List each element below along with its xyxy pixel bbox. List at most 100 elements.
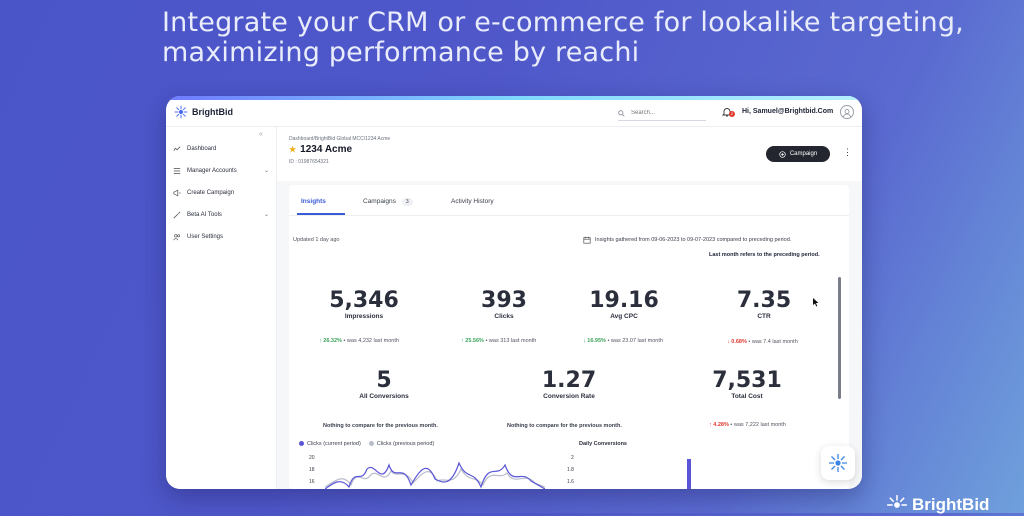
- metric-avg-cpc: 19.16 Avg CPC: [574, 288, 674, 321]
- delta-period: last month: [637, 338, 663, 344]
- tab-activity-history[interactable]: Activity History: [451, 198, 494, 205]
- sidebar-item-user-settings[interactable]: User Settings: [173, 230, 269, 244]
- search-box[interactable]: [618, 106, 706, 121]
- plus-circle-icon: [779, 150, 786, 158]
- delta-period: last month: [772, 339, 798, 345]
- delta-percent: 0.68%: [731, 339, 747, 345]
- metric-value: 5: [376, 368, 392, 393]
- chart-icon: [173, 146, 181, 151]
- updated-text: Updated 1 day ago: [293, 237, 340, 243]
- metric-label: Conversion Rate: [543, 393, 595, 400]
- avatar[interactable]: [840, 105, 854, 119]
- y-tick: 20: [309, 455, 315, 461]
- campaign-button-label: Campaign: [789, 151, 818, 157]
- search-icon: [618, 109, 625, 117]
- delta-percent: 26.32%: [323, 338, 342, 344]
- sidebar: « Dashboard Manager Accounts ⌄ Create Ca…: [166, 127, 277, 489]
- conversion-bar: [687, 459, 691, 489]
- y-tick: 1.8: [567, 467, 574, 473]
- tab-insights[interactable]: Insights: [301, 198, 326, 205]
- y-tick: 16: [309, 479, 315, 485]
- metric-impressions: 5,346 Impressions: [309, 288, 419, 321]
- breadcrumb[interactable]: Dashboard/BrightBid Global MCC/1234 Acme: [289, 136, 391, 142]
- top-bar: BrightBid 2 Hi, Samuel@Brightbid.Com: [166, 100, 862, 127]
- user-greeting[interactable]: Hi, Samuel@Brightbid.Com: [742, 108, 834, 115]
- scrollbar[interactable]: [838, 277, 841, 399]
- metric-value: 7.35: [736, 288, 792, 313]
- sidebar-item-label: User Settings: [187, 234, 224, 240]
- legend-label: Clicks (current period): [307, 441, 361, 447]
- delta-was: • was 7,222: [730, 422, 759, 428]
- brand-logo[interactable]: BrightBid: [174, 105, 233, 119]
- metric-label: Avg CPC: [610, 313, 638, 320]
- brand-name: BrightBid: [192, 107, 233, 117]
- tab-campaigns[interactable]: Campaigns 3: [363, 198, 413, 206]
- add-campaign-button[interactable]: Campaign: [766, 146, 830, 162]
- metric-value: 7,531: [712, 368, 782, 393]
- more-options-icon[interactable]: ⋮: [843, 147, 852, 157]
- campaign-count-badge: 3: [401, 198, 413, 206]
- y-tick: 2: [571, 455, 574, 461]
- legend-label: Clicks (previous period): [376, 441, 435, 447]
- no-compare-note: Nothing to compare for the previous mont…: [507, 423, 622, 429]
- delta-period: last month: [510, 338, 537, 344]
- legend-dot: [299, 441, 304, 447]
- insights-panel: Insights Campaigns 3 Activity History Upd…: [289, 185, 849, 489]
- footer-brand: BrightBid: [886, 494, 989, 516]
- active-tab-indicator: [297, 213, 345, 215]
- delta-period: last month: [760, 422, 786, 428]
- clicks-line-chart: [325, 461, 545, 489]
- sidebar-item-create-campaign[interactable]: Create Campaign: [173, 186, 269, 200]
- metric-clicks: 393 Clicks: [454, 288, 554, 321]
- star-icon[interactable]: ★: [289, 145, 297, 154]
- footer-brand-name: BrightBid: [912, 495, 990, 514]
- metric-value: 1.27: [541, 368, 597, 393]
- sidebar-item-beta-ai-tools[interactable]: Beta AI Tools ⌄: [173, 208, 269, 222]
- metric-label: Total Cost: [731, 393, 763, 400]
- tab-bar: Insights Campaigns 3 Activity History: [289, 185, 849, 216]
- collapse-sidebar-icon[interactable]: «: [259, 131, 263, 138]
- arrow-up-icon: ↑: [709, 422, 712, 428]
- sidebar-item-label: Beta AI Tools: [187, 212, 222, 218]
- legend-item-previous[interactable]: Clicks (previous period): [368, 441, 435, 447]
- sidebar-item-dashboard[interactable]: Dashboard: [173, 142, 269, 156]
- user-icon: [843, 109, 851, 118]
- sidebar-item-manager-accounts[interactable]: Manager Accounts ⌄: [173, 164, 269, 178]
- metric-delta: ↓ 0.68% • was 7.4 last month: [727, 339, 798, 345]
- brightbid-logo-icon: [174, 105, 188, 119]
- delta-percent: 16.95%: [587, 338, 606, 344]
- arrow-down-icon: ↓: [583, 338, 586, 344]
- notification-badge: 2: [729, 111, 735, 117]
- main-area: Dashboard/BrightBid Global MCC/1234 Acme…: [277, 127, 862, 489]
- metric-all-conversions: 5 All Conversions: [334, 368, 434, 401]
- metric-value: 393: [481, 288, 527, 313]
- arrow-down-icon: ↓: [727, 339, 730, 345]
- metric-value: 19.16: [589, 288, 659, 313]
- chevron-down-icon[interactable]: ⌄: [263, 212, 269, 218]
- clicks-current-series: [325, 461, 545, 489]
- sidebar-item-label: Dashboard: [187, 146, 217, 152]
- date-range-text: Insights gathered from 09-06-2023 to 09-…: [595, 237, 792, 243]
- delta-was: • was 313: [485, 338, 510, 344]
- users-icon: [173, 234, 181, 241]
- search-input[interactable]: [629, 109, 703, 117]
- metric-label: Impressions: [344, 313, 384, 320]
- delta-was: • was 7.4: [748, 339, 771, 345]
- account-id: ID : 01987654321: [289, 159, 329, 165]
- megaphone-icon: [173, 189, 181, 197]
- metric-value: 5,346: [329, 288, 399, 313]
- chevron-down-icon[interactable]: ⌄: [263, 168, 269, 174]
- clicks-previous-series: [325, 467, 545, 488]
- accent-strip: [166, 96, 862, 100]
- account-name: 1234 Acme: [300, 144, 353, 155]
- metric-label: All Conversions: [359, 393, 409, 400]
- daily-conversions-title: Daily Conversions: [579, 441, 627, 447]
- delta-was: • was 4,232: [343, 338, 372, 344]
- legend-item-current[interactable]: Clicks (current period): [299, 441, 361, 447]
- no-compare-note: Nothing to compare for the previous mont…: [323, 423, 438, 429]
- delta-percent: 4.28%: [713, 422, 729, 428]
- assistant-button[interactable]: [821, 446, 855, 480]
- metric-delta: ↑ 26.32% • was 4,232 last month: [319, 338, 399, 344]
- arrow-up-icon: ↑: [319, 338, 322, 344]
- metric-delta: ↑ 4.28% • was 7,222 last month: [709, 422, 786, 428]
